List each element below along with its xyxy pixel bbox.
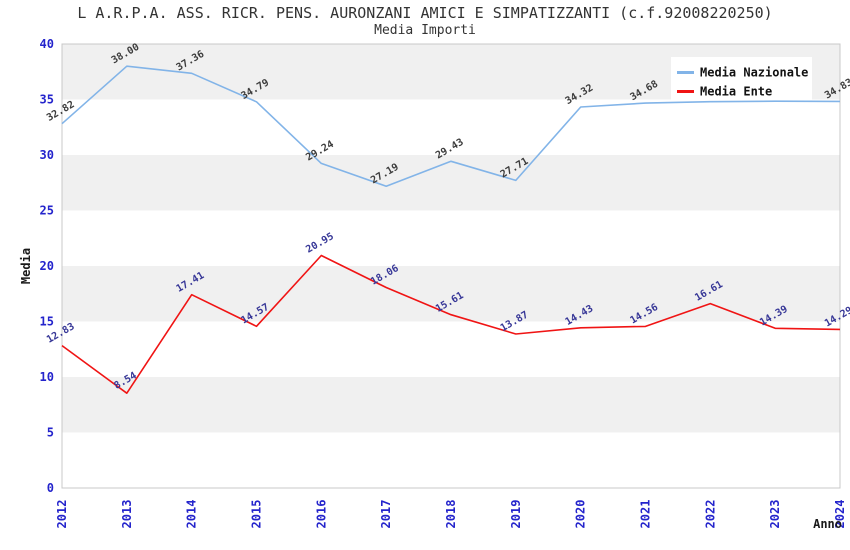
data-point-label-media-ente: 20.95 bbox=[304, 231, 336, 256]
y-axis-tick-label: 5 bbox=[47, 426, 54, 440]
chart-subtitle: Media Importi bbox=[374, 23, 476, 38]
y-axis-tick-label: 10 bbox=[40, 370, 54, 384]
y-axis-tick-label: 0 bbox=[47, 481, 54, 495]
x-axis-title: Anno bbox=[813, 517, 842, 531]
y-axis-tick-label: 35 bbox=[40, 93, 54, 107]
grid-band bbox=[62, 377, 840, 433]
x-axis-tick-label: 2012 bbox=[55, 500, 69, 529]
legend-label-media-nazionale: Media Nazionale bbox=[700, 66, 808, 80]
y-axis-tick-label: 40 bbox=[40, 37, 54, 51]
y-axis-title: Media bbox=[19, 248, 33, 284]
series-line-media-ente bbox=[61, 254, 841, 395]
x-axis-tick-label: 2014 bbox=[185, 500, 199, 529]
grid-band bbox=[62, 155, 840, 211]
x-axis-tick-label: 2017 bbox=[379, 500, 393, 529]
plot-border bbox=[61, 43, 841, 489]
grid-band bbox=[62, 266, 840, 322]
x-axis-tick-label: 2023 bbox=[768, 500, 782, 529]
y-axis-tick-label: 25 bbox=[40, 204, 54, 218]
x-axis-tick-label: 2018 bbox=[444, 500, 458, 529]
x-axis-tick-label: 2021 bbox=[639, 500, 653, 529]
plot-area: 0 5 10 15 20 25 30 35 40 2012 2013 2014 2015 2016 2017… bbox=[40, 37, 850, 528]
x-axis-tick-label: 2020 bbox=[574, 500, 588, 529]
x-axis-tick-label: 2015 bbox=[250, 500, 264, 529]
x-axis-tick-label: 2016 bbox=[314, 500, 328, 529]
x-axis-tick-label: 2022 bbox=[703, 500, 717, 529]
y-axis-tick-label: 20 bbox=[40, 259, 54, 273]
x-axis-tick-label: 2019 bbox=[509, 500, 523, 529]
y-axis-tick-label: 30 bbox=[40, 148, 54, 162]
y-axis-tick-label: 15 bbox=[40, 315, 54, 329]
series-line-media-nazionale bbox=[61, 65, 841, 187]
x-axis-tick-label: 2013 bbox=[120, 500, 134, 529]
x-axis-tick-label: 2024 bbox=[833, 500, 847, 529]
legend-box bbox=[671, 57, 812, 100]
chart-title: L A.R.P.A. ASS. RICR. PENS. AURONZANI AM… bbox=[77, 4, 772, 22]
legend-label-media-ente: Media Ente bbox=[700, 85, 772, 99]
